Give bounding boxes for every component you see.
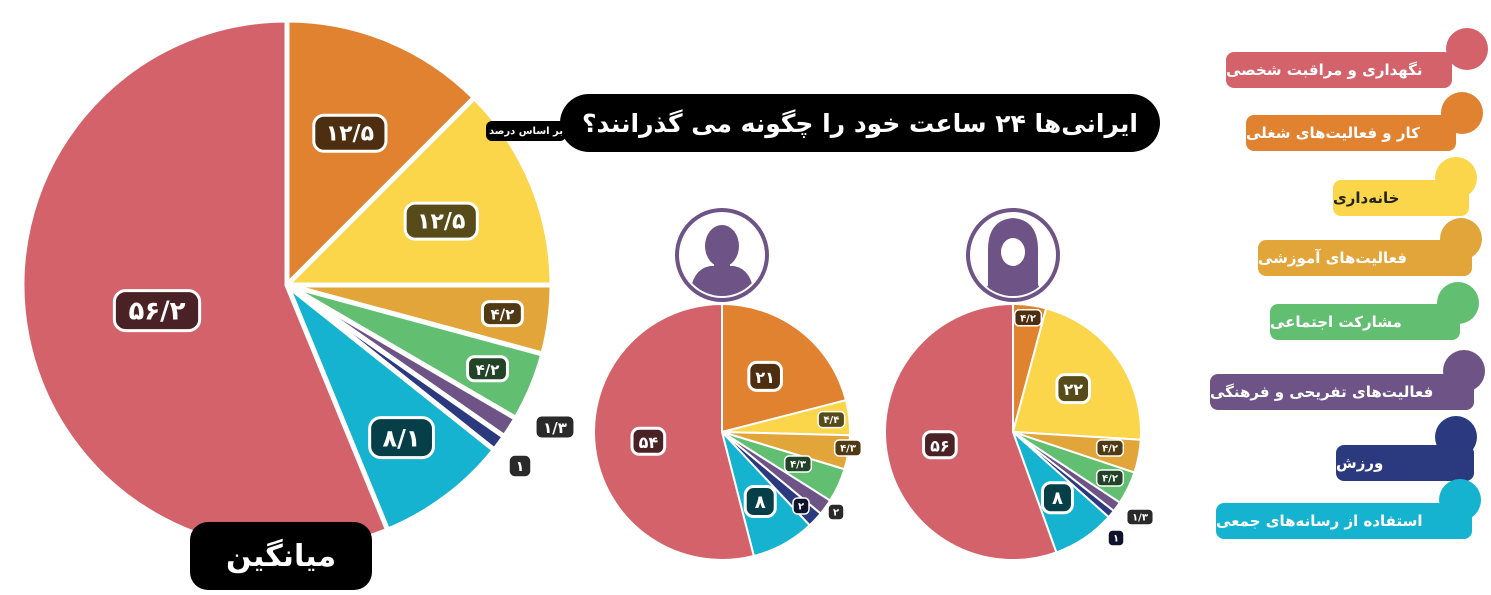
value-label-text: ۲۱: [755, 368, 775, 387]
value-label: ۸: [743, 485, 777, 519]
legend-item-label: مشارکت اجتماعی: [1270, 313, 1402, 331]
value-label: ۱: [1107, 529, 1125, 547]
pie-male: ۲۱ ۴/۴ ۴/۳ ۴/۳ ۲ ۲ ۸ ۵۴: [593, 303, 863, 561]
value-label: ۵۶/۲: [112, 289, 202, 333]
pie-slice: [721, 303, 847, 433]
legend-item: فعالیت‌های تفریحی و فرهنگی: [1210, 374, 1474, 410]
value-label-text: ۸/۱: [383, 425, 421, 453]
value-label-text: ۲: [798, 502, 804, 513]
value-label-text: ۱۲/۵: [417, 210, 465, 235]
pie-average: ۱۲/۵ ۱۲/۵ ۴/۲ ۴/۲ ۱/۳ ۱ ۸/۱ ۵۶/۲: [19, 17, 577, 553]
chart-title-text: ایرانی‌ها ۲۴ ساعت خود را چگونه می گذرانن…: [582, 108, 1138, 138]
legend-item: نگهداری و مراقبت شخصی: [1226, 52, 1452, 88]
average-label-text: میانگین: [225, 538, 337, 574]
value-label: ۴/۲: [1095, 469, 1125, 487]
pie-slice: [284, 282, 497, 533]
value-label: ۱۲/۵: [312, 113, 388, 153]
value-label-text: ۲۲: [1063, 380, 1083, 399]
legend-color-dot: [1439, 479, 1481, 521]
legend-item: استفاده از رسانه‌های جمعی: [1216, 503, 1472, 539]
legend-item-label: کار و فعالیت‌های شغلی: [1246, 124, 1420, 142]
value-label-text: ۴/۳: [790, 460, 806, 471]
pie-slice: [284, 95, 555, 288]
chart-subtitle: بر اساس درصد: [486, 121, 566, 141]
value-label: ۱/۳: [1125, 508, 1155, 526]
value-label-text: ۱۲/۵: [326, 122, 374, 147]
chart-title: ایرانی‌ها ۲۴ ساعت خود را چگونه می گذرانن…: [560, 94, 1160, 152]
value-label: ۴/۲: [1095, 439, 1125, 457]
value-label-text: ۲: [833, 508, 839, 519]
legend-item-label: خانه‌داری: [1333, 189, 1400, 207]
legend-item-label: ورزش: [1336, 454, 1384, 472]
value-label-text: ۸: [1052, 488, 1063, 509]
value-label: ۱۲/۵: [403, 201, 479, 241]
value-label-text: ۴/۳: [840, 444, 856, 455]
value-label: ۵۶: [922, 430, 958, 460]
value-label: ۲۱: [747, 360, 783, 392]
value-label-text: ۱: [516, 459, 525, 475]
value-label-text: ۵۴: [639, 433, 659, 452]
legend-color-dot: [1446, 28, 1488, 70]
value-label-text: ۴/۲: [1102, 474, 1118, 485]
legend-color-dot: [1435, 157, 1477, 199]
legend-color-dot: [1440, 218, 1482, 260]
legend-item: کار و فعالیت‌های شغلی: [1246, 115, 1456, 151]
value-label: ۴/۲: [480, 300, 524, 328]
legend-item-label: استفاده از رسانه‌های جمعی: [1216, 512, 1423, 530]
value-label: ۲: [792, 497, 810, 515]
value-label-text: ۵۶: [930, 436, 950, 455]
chart-subtitle-text: بر اساس درصد: [488, 125, 564, 137]
value-label-text: ۴/۲: [491, 306, 515, 324]
male-avatar-icon: [675, 208, 769, 302]
legend-color-dot: [1441, 92, 1483, 134]
value-label-text: ۱/۳: [1132, 513, 1148, 524]
value-label: ۴/۲: [1013, 309, 1043, 327]
value-label-text: ۵۶/۲: [128, 297, 185, 327]
value-label: ۱: [508, 454, 532, 478]
pie-female: ۴/۲ ۲۲ ۴/۲ ۴/۲ ۱/۳ ۱ ۸ ۵۶: [884, 303, 1155, 561]
legend-item-label: نگهداری و مراقبت شخصی: [1226, 61, 1423, 79]
value-label: ۲۲: [1055, 373, 1092, 405]
value-label: ۴/۳: [833, 439, 863, 457]
pie-slice: [284, 17, 477, 288]
legend-color-dot: [1437, 282, 1479, 324]
female-avatar-icon: [966, 208, 1060, 302]
pie-slice: [884, 303, 1058, 561]
legend-item: مشارکت اجتماعی: [1270, 304, 1460, 340]
value-label-text: ۱/۳: [543, 419, 567, 437]
value-label-text: ۴/۴: [823, 415, 839, 426]
pie-slice: [593, 303, 755, 561]
average-label-box: میانگین: [190, 522, 372, 590]
value-label-text: ۸: [755, 492, 766, 513]
legend-item: ورزش: [1336, 445, 1474, 481]
legend-item: فعالیت‌های آموزشی: [1258, 240, 1472, 276]
value-label-text: ۴/۲: [1102, 444, 1118, 455]
value-label: ۸/۱: [368, 416, 435, 460]
value-label: ۸: [1040, 481, 1074, 515]
value-label-text: ۴/۲: [476, 361, 500, 379]
legend-item-label: فعالیت‌های آموزشی: [1258, 249, 1407, 267]
legend-color-dot: [1435, 416, 1477, 458]
value-label-text: ۴/۲: [1020, 313, 1036, 324]
legend-item-label: فعالیت‌های تفریحی و فرهنگی: [1210, 383, 1434, 401]
value-label: ۴/۴: [817, 410, 846, 429]
value-label-text: ۱: [1113, 534, 1119, 545]
value-label: ۴/۲: [466, 355, 509, 383]
value-label: ۵۴: [630, 426, 667, 456]
value-label: ۴/۳: [783, 455, 813, 473]
legend-color-dot: [1443, 350, 1485, 392]
value-label: ۲: [827, 503, 845, 521]
value-label: ۱/۳: [533, 413, 577, 441]
